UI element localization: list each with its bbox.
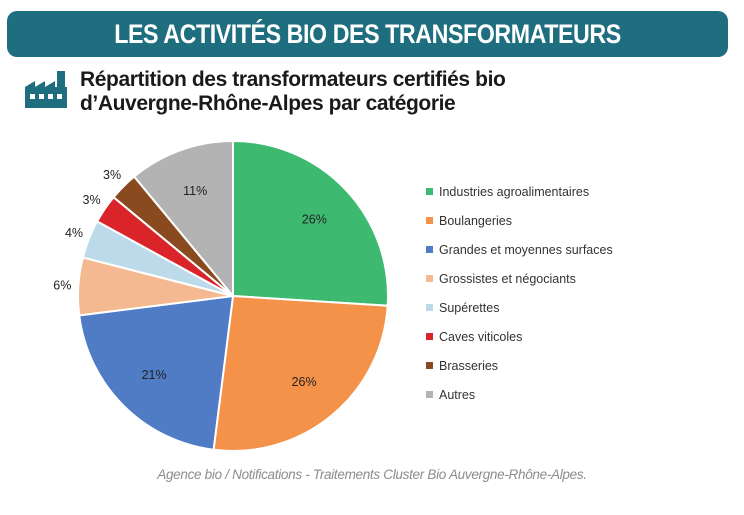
legend-item: Autres [426,380,726,409]
legend-swatch [426,246,433,253]
legend-swatch [426,275,433,282]
pie-slice [212,294,389,452]
legend-swatch [426,304,433,311]
legend-label: Caves viticoles [439,329,523,344]
data-label: 26% [292,375,317,389]
legend-item: Industries agroalimentaires [426,177,726,206]
legend-item: Grandes et moyennes surfaces [426,235,726,264]
pie-slice [232,139,389,307]
chart-legend: Industries agroalimentaires Boulangeries G… [426,177,726,409]
subtitle-line-2: d’Auvergne-Rhône-Alpes par catégorie [80,92,456,115]
legend-item: Boulangeries [426,206,726,235]
page-title: LES ACTIVITÉS BIO DES TRANSFORMATEURS [114,18,621,49]
legend-swatch [426,217,433,224]
legend-swatch [426,188,433,195]
data-label: 26% [302,213,327,227]
legend-item: Caves viticoles [426,322,726,351]
legend-item: Grossistes et négociants [426,264,726,293]
legend-label: Grandes et moyennes surfaces [439,242,613,257]
source-note: Agence bio / Notifications - Traitements… [157,467,587,482]
data-label: 3% [83,193,101,207]
legend-label: Grossistes et négociants [439,271,576,286]
pie-slice [132,139,234,299]
chart-subtitle: Répartition des transformateurs certifié… [80,68,620,116]
title-banner: LES ACTIVITÉS BIO DES TRANSFORMATEURS [7,11,728,57]
legend-label: Industries agroalimentaires [439,184,590,199]
legend-label: Brasseries [439,358,499,373]
subtitle-line-1: Répartition des transformateurs certifié… [80,68,506,91]
legend-label: Autres [439,387,476,402]
data-label: 21% [142,368,167,382]
legend-swatch [426,362,433,369]
factory-icon [25,71,67,108]
legend-item: Brasseries [426,351,726,380]
legend-item: Supérettes [426,293,726,322]
legend-label: Boulangeries [439,213,512,228]
legend-swatch [426,391,433,398]
data-label: 3% [103,168,121,182]
data-label: 11% [183,184,207,198]
pie-slice [78,294,235,451]
data-label: 4% [65,226,83,240]
data-label: 6% [53,278,71,292]
legend-label: Supérettes [439,300,500,315]
legend-swatch [426,333,433,340]
